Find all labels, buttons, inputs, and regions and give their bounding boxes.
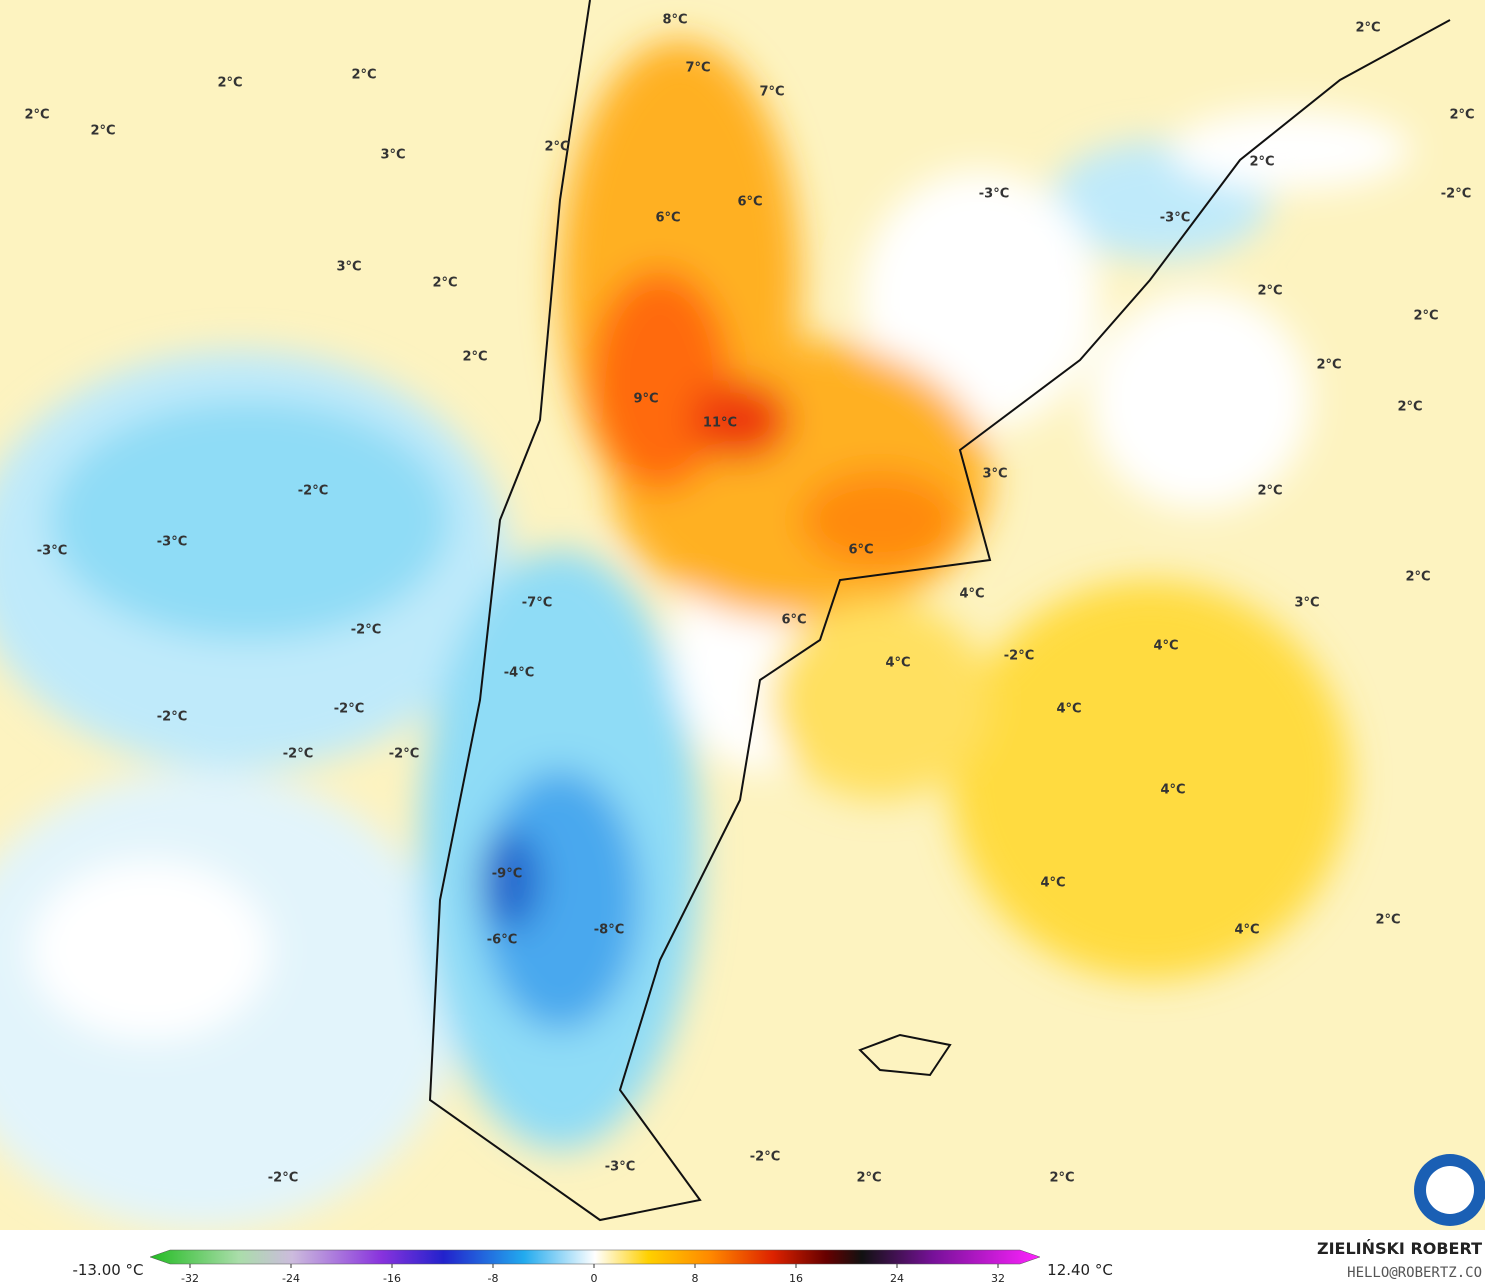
- min-label: -13.00 °C: [72, 1261, 143, 1279]
- temp-label: 2°C: [462, 350, 487, 365]
- tick-label: 16: [789, 1272, 803, 1285]
- tick-label: 32: [991, 1272, 1005, 1285]
- colorbar: [149, 1249, 1041, 1265]
- contour-labels: 8°C 2°C 7°C 7°C 2°C 2°C 2°C 2°C 2°C 3°C 2°C 2°C -3°C…: [24, 13, 1474, 1186]
- temp-label: -3°C: [157, 535, 187, 550]
- temp-label: -2°C: [389, 747, 419, 762]
- temp-label: -2°C: [268, 1171, 298, 1186]
- temp-label: 4°C: [1056, 702, 1081, 717]
- temp-label: 2°C: [856, 1171, 881, 1186]
- colorbar-ticks: -32 -24 -16 -8 0 8 16 24 32: [181, 1264, 1005, 1285]
- temp-label: 2°C: [544, 140, 569, 155]
- temp-label: 11°C: [703, 416, 737, 431]
- temp-label: 7°C: [759, 85, 784, 100]
- tick-label: -32: [181, 1272, 199, 1285]
- temp-label: 2°C: [1257, 484, 1282, 499]
- temp-label: -3°C: [1160, 211, 1190, 226]
- tick-label: 24: [890, 1272, 904, 1285]
- temp-label: 2°C: [1375, 913, 1400, 928]
- temp-label: -4°C: [504, 666, 534, 681]
- temp-label: 2°C: [1316, 358, 1341, 373]
- temp-label: 3°C: [336, 260, 361, 275]
- temp-label: 4°C: [1234, 923, 1259, 938]
- temp-label: 4°C: [959, 587, 984, 602]
- temp-label: -3°C: [37, 544, 67, 559]
- temp-label: 2°C: [1413, 309, 1438, 324]
- temp-label: -3°C: [605, 1160, 635, 1175]
- temp-label: 2°C: [90, 124, 115, 139]
- temp-label: 2°C: [1397, 400, 1422, 415]
- temp-label: 2°C: [1355, 21, 1380, 36]
- field: [0, 0, 1485, 1230]
- author: ZIELIŃSKI ROBERT: [1317, 1239, 1482, 1258]
- temp-label: 6°C: [781, 613, 806, 628]
- temp-label: 6°C: [737, 195, 762, 210]
- email: HELLO@ROBERTZ.CO: [1347, 1265, 1482, 1281]
- tick-label: -16: [383, 1272, 401, 1285]
- temp-label: 2°C: [432, 276, 457, 291]
- temp-label: 2°C: [351, 68, 376, 83]
- temp-label: -2°C: [1441, 187, 1471, 202]
- temp-label: -2°C: [351, 623, 381, 638]
- tick-label: -24: [282, 1272, 300, 1285]
- temp-label: -2°C: [750, 1150, 780, 1165]
- temp-label: -6°C: [487, 933, 517, 948]
- temp-label: 7°C: [685, 61, 710, 76]
- temp-label: -2°C: [283, 747, 313, 762]
- temp-label: 2°C: [24, 108, 49, 123]
- temp-label: 4°C: [1153, 639, 1178, 654]
- temp-label: -7°C: [522, 596, 552, 611]
- temp-label: 2°C: [1049, 1171, 1074, 1186]
- tick-label: 8: [692, 1272, 699, 1285]
- temp-label: 8°C: [662, 13, 687, 28]
- temp-label: 2°C: [1257, 284, 1282, 299]
- temp-label: 2°C: [217, 76, 242, 91]
- temp-label: -2°C: [1004, 649, 1034, 664]
- temp-label: 2°C: [1449, 108, 1474, 123]
- temp-label: -2°C: [334, 702, 364, 717]
- tick-label: 0: [591, 1272, 598, 1285]
- temp-label: 2°C: [1405, 570, 1430, 585]
- temp-label: 9°C: [633, 392, 658, 407]
- temp-label: -8°C: [594, 923, 624, 938]
- temp-label: 4°C: [1040, 876, 1065, 891]
- temp-label: -3°C: [979, 187, 1009, 202]
- temp-label: 2°C: [1249, 155, 1274, 170]
- temp-label: -2°C: [298, 484, 328, 499]
- temp-label: 3°C: [982, 467, 1007, 482]
- temp-label: 3°C: [1294, 596, 1319, 611]
- temp-label: -2°C: [157, 710, 187, 725]
- max-label: 12.40 °C: [1047, 1261, 1113, 1279]
- temp-label: -9°C: [492, 867, 522, 882]
- tick-label: -8: [488, 1272, 499, 1285]
- temp-label: 4°C: [885, 656, 910, 671]
- temp-label: 6°C: [655, 211, 680, 226]
- temp-label: 6°C: [848, 543, 873, 558]
- temp-label: 3°C: [380, 148, 405, 163]
- temp-label: 4°C: [1160, 783, 1185, 798]
